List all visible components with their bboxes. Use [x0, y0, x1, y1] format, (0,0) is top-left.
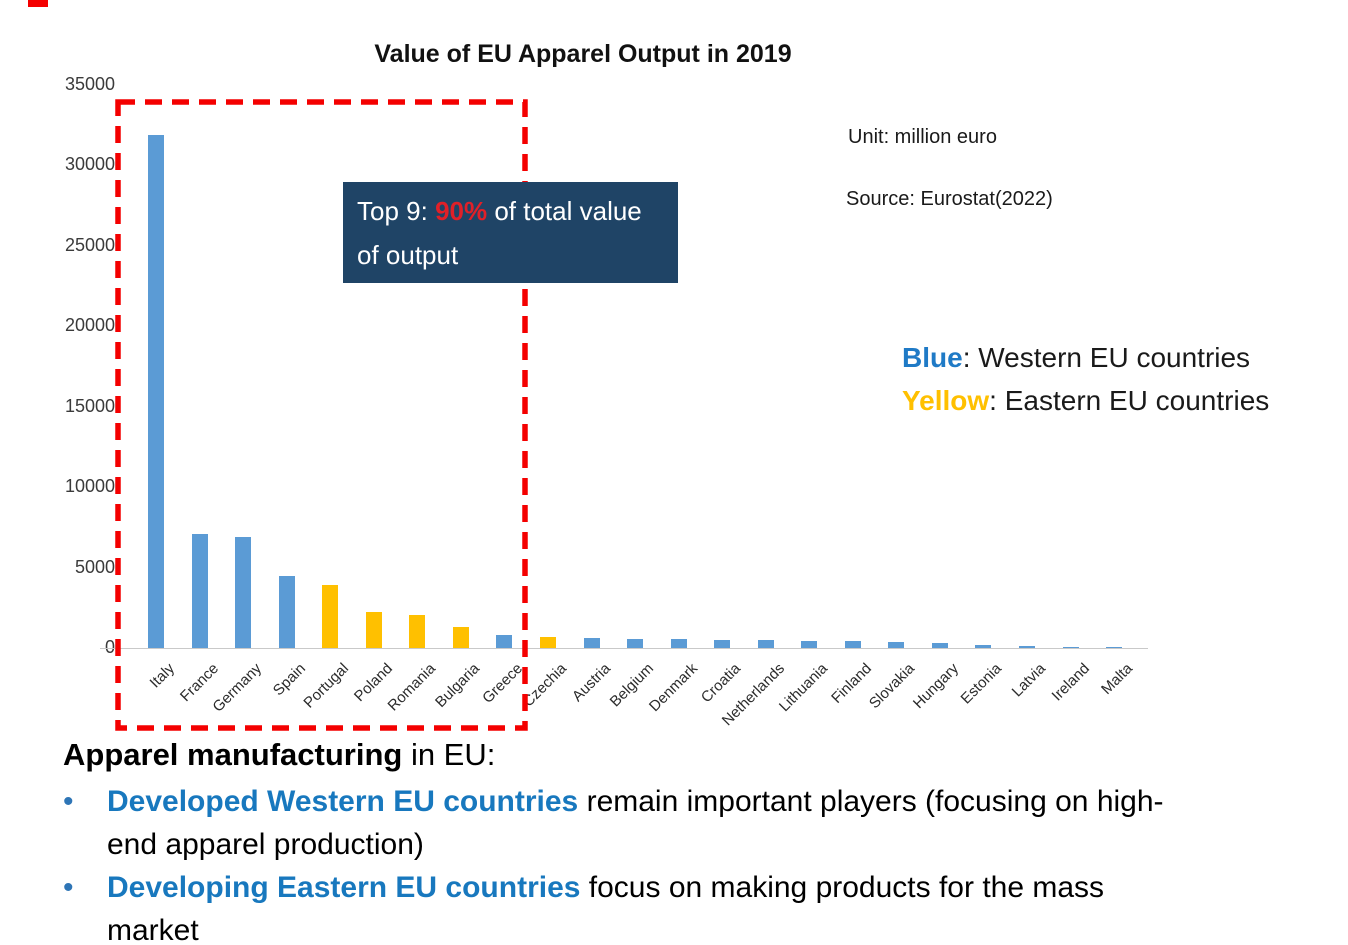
legend-blue-line: Blue: Western EU countries [902, 342, 1250, 374]
footer-heading-bold: Apparel manufacturing [63, 737, 403, 772]
bullet-rest-western: remain important players (focusing on hi… [107, 785, 1164, 861]
bar-germany [235, 537, 252, 648]
red-dash-fragment [28, 0, 48, 7]
bullet-text: Developing Eastern EU countries focus on… [107, 866, 1187, 945]
bullet-dot: • [63, 785, 74, 818]
y-tick-25000: 25000 [64, 234, 115, 255]
legend-yellow-word: Yellow [902, 385, 990, 416]
bar-latvia [1019, 645, 1035, 648]
bar-austria [583, 638, 600, 648]
y-tick-30000: 30000 [64, 154, 115, 175]
bar-belgium [627, 638, 644, 648]
bar-portugal [322, 585, 339, 648]
footer-bullet-eastern: • Developing Eastern EU countries focus … [63, 866, 1187, 945]
y-tick-15000: 15000 [64, 395, 115, 416]
bar-spain [278, 576, 295, 648]
legend-yellow-rest: : Eastern EU countries [989, 385, 1270, 416]
bar-croatia [714, 639, 731, 648]
footer-heading: Apparel manufacturing in EU: [63, 737, 495, 773]
y-tick-10000: 10000 [64, 476, 115, 497]
bar-poland [365, 611, 382, 648]
bar-estonia [975, 644, 992, 648]
footer-bullet-western: • Developed Western EU countries remain … [63, 780, 1187, 866]
bullet-text: Developed Western EU countries remain im… [107, 780, 1187, 866]
y-tick-35000: 35000 [64, 74, 115, 94]
unit-note: Unit: million euro [848, 126, 997, 148]
bar-lithuania [801, 640, 818, 648]
bar-slovakia [888, 641, 905, 648]
y-tick-0: 0 [104, 637, 115, 657]
y-tick-20000: 20000 [64, 315, 115, 336]
callout-prefix: Top 9: [357, 196, 436, 226]
chart-title: Value of EU Apparel Output in 2019 [374, 40, 792, 68]
bullet-dot: • [63, 871, 74, 904]
bar-romania [409, 615, 426, 648]
bar-ireland [1062, 646, 1079, 648]
bullet-rest-eastern: focus on making products for the mass ma… [107, 871, 1105, 945]
bullet-bold-eastern: Developing Eastern EU countries [107, 871, 581, 904]
bar-greece [496, 635, 513, 648]
bar-italy [148, 134, 164, 648]
bar-hungary [931, 642, 948, 648]
legend-blue-rest: : Western EU countries [962, 342, 1251, 373]
callout-suffix: of total value of output [357, 196, 642, 270]
bar-malta [1106, 646, 1123, 648]
bar-denmark [670, 639, 687, 648]
top9-callout: Top 9: 90% of total value of output [343, 182, 678, 283]
legend-blue-word: Blue [902, 342, 963, 373]
bar-netherlands [757, 639, 774, 648]
bar-bulgaria [452, 627, 469, 648]
bar-finland [844, 641, 861, 648]
callout-highlight: 90% [435, 196, 488, 226]
bullet-bold-western: Developed Western EU countries [107, 785, 579, 818]
x-axis-line [100, 648, 1148, 649]
bar-france [191, 533, 208, 648]
source-note: Source: Eurostat(2022) [846, 188, 1053, 210]
bar-czechia [539, 636, 556, 648]
footer-heading-rest: in EU: [402, 737, 496, 772]
legend-yellow-line: Yellow: Eastern EU countries [902, 385, 1269, 417]
y-tick-5000: 5000 [74, 556, 115, 577]
